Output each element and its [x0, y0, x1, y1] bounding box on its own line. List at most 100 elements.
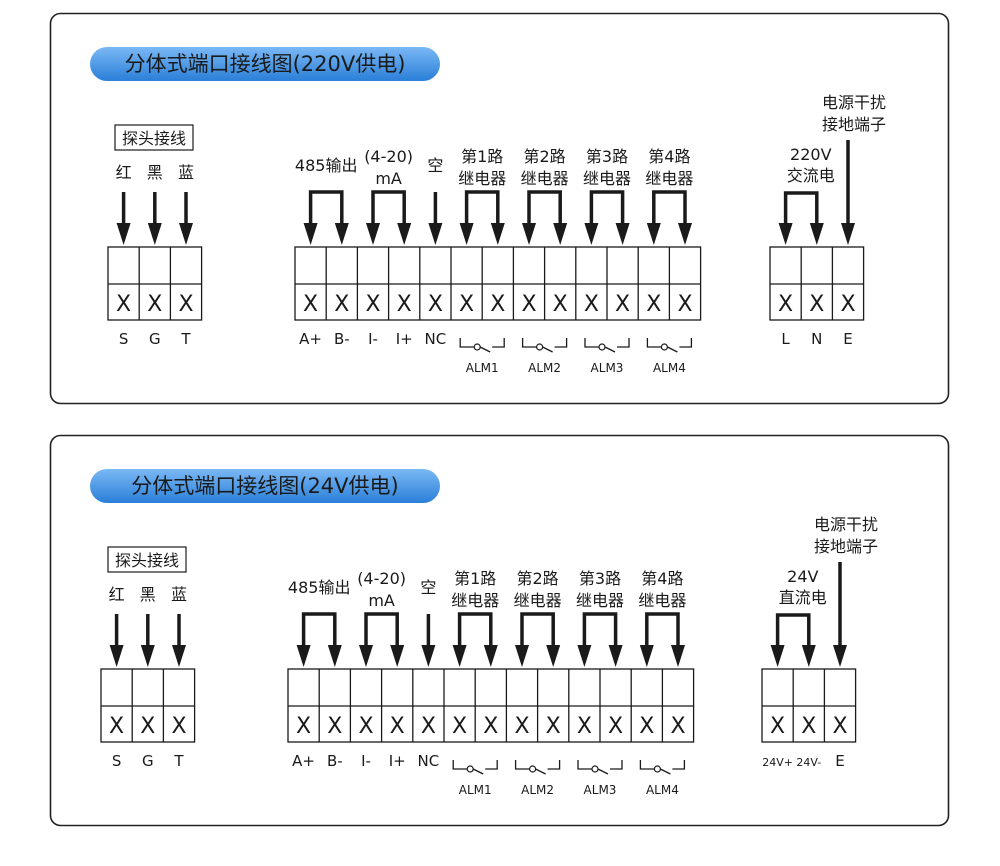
arrow-head [553, 223, 568, 245]
relay-label: ALM1 [459, 783, 492, 797]
bracket-wire [308, 190, 344, 225]
terminal-screw: X [770, 714, 785, 739]
arrow-head [483, 645, 498, 667]
power-label: 220V [790, 145, 832, 164]
relay-switch [667, 346, 678, 353]
title-pill [90, 47, 440, 81]
ground-label: 接地端子 [814, 537, 878, 556]
group-label: 继电器 [645, 169, 693, 188]
relay-contact-left [521, 338, 537, 348]
relay-pivot [591, 765, 599, 773]
terminal-screw: X [428, 292, 443, 317]
arrow-head [334, 223, 349, 245]
relay-pivot [653, 765, 662, 773]
terminal-label: 24V- [796, 756, 821, 769]
terminal-screw: X [334, 292, 349, 317]
terminal-screw: X [303, 292, 318, 317]
relay-contact-left [452, 760, 468, 770]
terminal-label: N [811, 330, 822, 348]
group-label: mA [368, 591, 395, 610]
wire-color-label: 黑 [147, 163, 163, 182]
panel-title: 分体式端口接线图(220V供电) [125, 52, 406, 76]
group-label: 继电器 [638, 591, 686, 610]
group-label: 空 [420, 578, 436, 597]
terminal-screw: X [546, 714, 561, 739]
terminal-screw: X [459, 292, 474, 317]
terminal-screw: X [514, 714, 529, 739]
arrow-head [296, 645, 311, 667]
group-label: 继电器 [514, 591, 562, 610]
terminal-screw: X [365, 292, 380, 317]
relay-switch [479, 346, 491, 353]
bracket-wire [364, 612, 399, 647]
group-label: mA [375, 169, 402, 188]
bracket-wire [527, 190, 562, 225]
arrow-head [452, 645, 467, 667]
terminal-screw: X [521, 292, 536, 317]
group-label: (4-20) [357, 569, 406, 588]
terminal-label: A+ [292, 752, 315, 770]
terminal-screw: X [490, 292, 505, 317]
relay-contact-right [547, 760, 561, 770]
wire-color-label: 红 [109, 585, 125, 604]
arrow-head [615, 223, 630, 245]
arrow-head [809, 223, 824, 245]
panel-title: 分体式端口接线图(24V供电) [131, 474, 398, 498]
relay-label: ALM2 [528, 361, 561, 375]
group-label: 第3路 [586, 147, 628, 166]
terminal-screw: X [390, 714, 405, 739]
terminal-label: G [149, 330, 161, 348]
terminal-screw: X [147, 292, 162, 317]
group-label: 继电器 [576, 591, 624, 610]
terminal-screw: X [677, 292, 692, 317]
arrow-head [116, 223, 131, 245]
arrow-head [366, 223, 380, 245]
group-label: 继电器 [583, 169, 631, 188]
ground-label: 电源干扰 [822, 93, 886, 112]
arrow-head [303, 223, 318, 245]
terminal-label: L [781, 330, 790, 348]
terminal-label: T [173, 752, 184, 770]
arrow-head [140, 645, 155, 667]
arrow-head [359, 645, 373, 667]
relay-label: ALM1 [466, 361, 499, 375]
bracket-wire [783, 191, 819, 225]
arrow-head [147, 223, 162, 245]
arrow-head [515, 645, 529, 667]
power-label: 直流电 [779, 588, 827, 607]
bracket-wire [520, 612, 555, 647]
title-pill [90, 469, 440, 503]
main-group-2: (4-20) mA [357, 569, 406, 667]
terminal-label: B- [334, 330, 350, 348]
probe-label: 探头接线 [115, 551, 179, 570]
terminal-screw: X [577, 714, 592, 739]
probe-label-box [114, 124, 194, 151]
bracket-wire [775, 613, 811, 647]
relay-switch [597, 768, 609, 775]
relay-switch [660, 768, 671, 775]
terminal-screw: X [358, 714, 373, 739]
relay-switch [472, 768, 484, 775]
wire-color-label: 黑 [140, 585, 156, 604]
terminal-label: I- [368, 330, 378, 348]
wire-color-label: 红 [116, 163, 132, 182]
group-label: 第2路 [524, 147, 566, 166]
probe-label: 探头接线 [122, 129, 186, 148]
main-group-1: 485输出 [295, 156, 357, 245]
terminal-label: T [180, 330, 191, 348]
terminal-screw: X [116, 292, 131, 317]
ground-label: 电源干扰 [814, 515, 878, 534]
relay-contact-left [584, 338, 599, 348]
terminal-label: I+ [389, 752, 406, 770]
relay-contact-left [646, 338, 662, 348]
bracket-wire [301, 612, 337, 647]
relay-contact-right [485, 760, 498, 770]
arrow-head [608, 645, 623, 667]
